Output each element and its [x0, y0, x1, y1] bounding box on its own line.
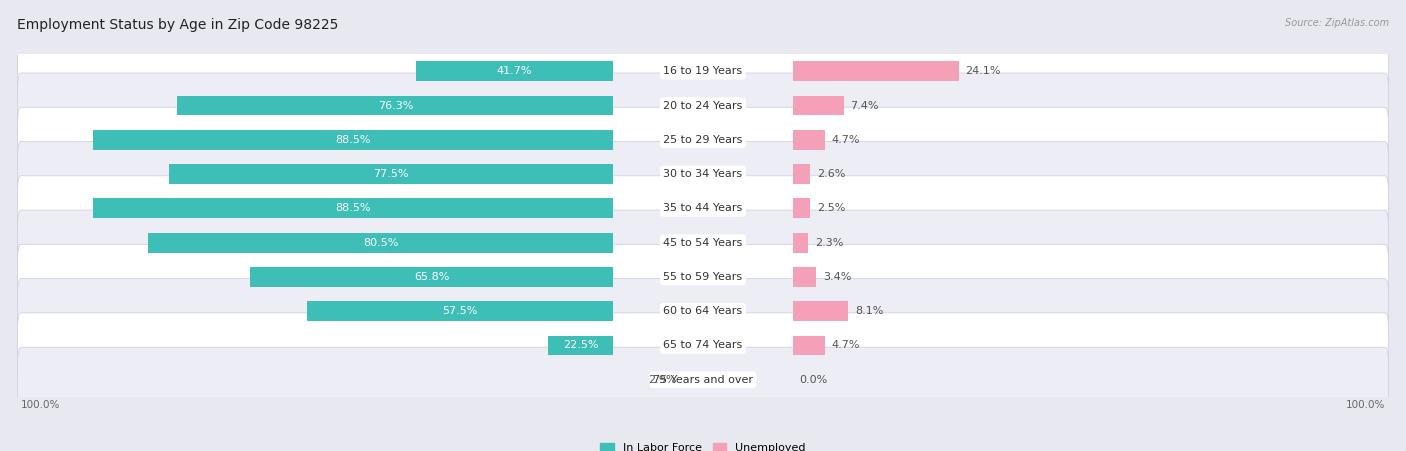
Text: 41.7%: 41.7% [496, 66, 533, 76]
FancyBboxPatch shape [17, 107, 1389, 172]
Text: 3.4%: 3.4% [823, 272, 851, 282]
Bar [416, 61, 613, 81]
Text: 80.5%: 80.5% [363, 238, 399, 248]
Bar [793, 130, 825, 150]
FancyBboxPatch shape [17, 347, 1389, 412]
FancyBboxPatch shape [17, 39, 1389, 104]
Text: 0.0%: 0.0% [800, 375, 828, 385]
Bar [793, 336, 825, 355]
Text: 88.5%: 88.5% [336, 135, 371, 145]
Text: 55 to 59 Years: 55 to 59 Years [664, 272, 742, 282]
Text: 25 to 29 Years: 25 to 29 Years [664, 135, 742, 145]
Text: 7.4%: 7.4% [851, 101, 879, 110]
FancyBboxPatch shape [17, 73, 1389, 138]
Text: 20 to 24 Years: 20 to 24 Years [664, 101, 742, 110]
Text: 100.0%: 100.0% [1346, 400, 1385, 410]
Text: 100.0%: 100.0% [21, 400, 60, 410]
Bar [149, 233, 613, 253]
FancyBboxPatch shape [17, 176, 1389, 241]
Bar [548, 336, 613, 355]
Text: Employment Status by Age in Zip Code 98225: Employment Status by Age in Zip Code 982… [17, 18, 339, 32]
Bar [93, 198, 613, 218]
FancyBboxPatch shape [17, 279, 1389, 344]
Text: 65 to 74 Years: 65 to 74 Years [664, 341, 742, 350]
Text: 76.3%: 76.3% [378, 101, 413, 110]
Bar [793, 96, 844, 115]
Bar [250, 267, 613, 287]
Text: 45 to 54 Years: 45 to 54 Years [664, 238, 742, 248]
FancyBboxPatch shape [17, 210, 1389, 275]
Text: 2.5%: 2.5% [817, 203, 845, 213]
Bar [793, 164, 810, 184]
Text: 4.7%: 4.7% [832, 135, 860, 145]
Bar [793, 233, 808, 253]
Text: 30 to 34 Years: 30 to 34 Years [664, 169, 742, 179]
Bar [307, 301, 613, 321]
Bar [793, 61, 959, 81]
Text: 75 Years and over: 75 Years and over [652, 375, 754, 385]
Bar [793, 301, 848, 321]
FancyBboxPatch shape [17, 244, 1389, 309]
Legend: In Labor Force, Unemployed: In Labor Force, Unemployed [600, 442, 806, 451]
Text: 2.3%: 2.3% [815, 238, 844, 248]
Text: 57.5%: 57.5% [443, 306, 478, 316]
Text: 88.5%: 88.5% [336, 203, 371, 213]
Text: 2.6%: 2.6% [817, 169, 846, 179]
Bar [93, 130, 613, 150]
Text: 16 to 19 Years: 16 to 19 Years [664, 66, 742, 76]
Text: 2.9%: 2.9% [648, 375, 676, 385]
FancyBboxPatch shape [17, 142, 1389, 207]
Text: 24.1%: 24.1% [966, 66, 1001, 76]
Text: 77.5%: 77.5% [374, 169, 409, 179]
FancyBboxPatch shape [17, 313, 1389, 378]
Text: 8.1%: 8.1% [855, 306, 883, 316]
Bar [793, 267, 815, 287]
Bar [169, 164, 613, 184]
Bar [793, 198, 810, 218]
Bar [177, 96, 613, 115]
Text: Source: ZipAtlas.com: Source: ZipAtlas.com [1285, 18, 1389, 28]
Text: 22.5%: 22.5% [562, 341, 599, 350]
Text: 65.8%: 65.8% [413, 272, 450, 282]
Text: 4.7%: 4.7% [832, 341, 860, 350]
Text: 60 to 64 Years: 60 to 64 Years [664, 306, 742, 316]
Text: 35 to 44 Years: 35 to 44 Years [664, 203, 742, 213]
